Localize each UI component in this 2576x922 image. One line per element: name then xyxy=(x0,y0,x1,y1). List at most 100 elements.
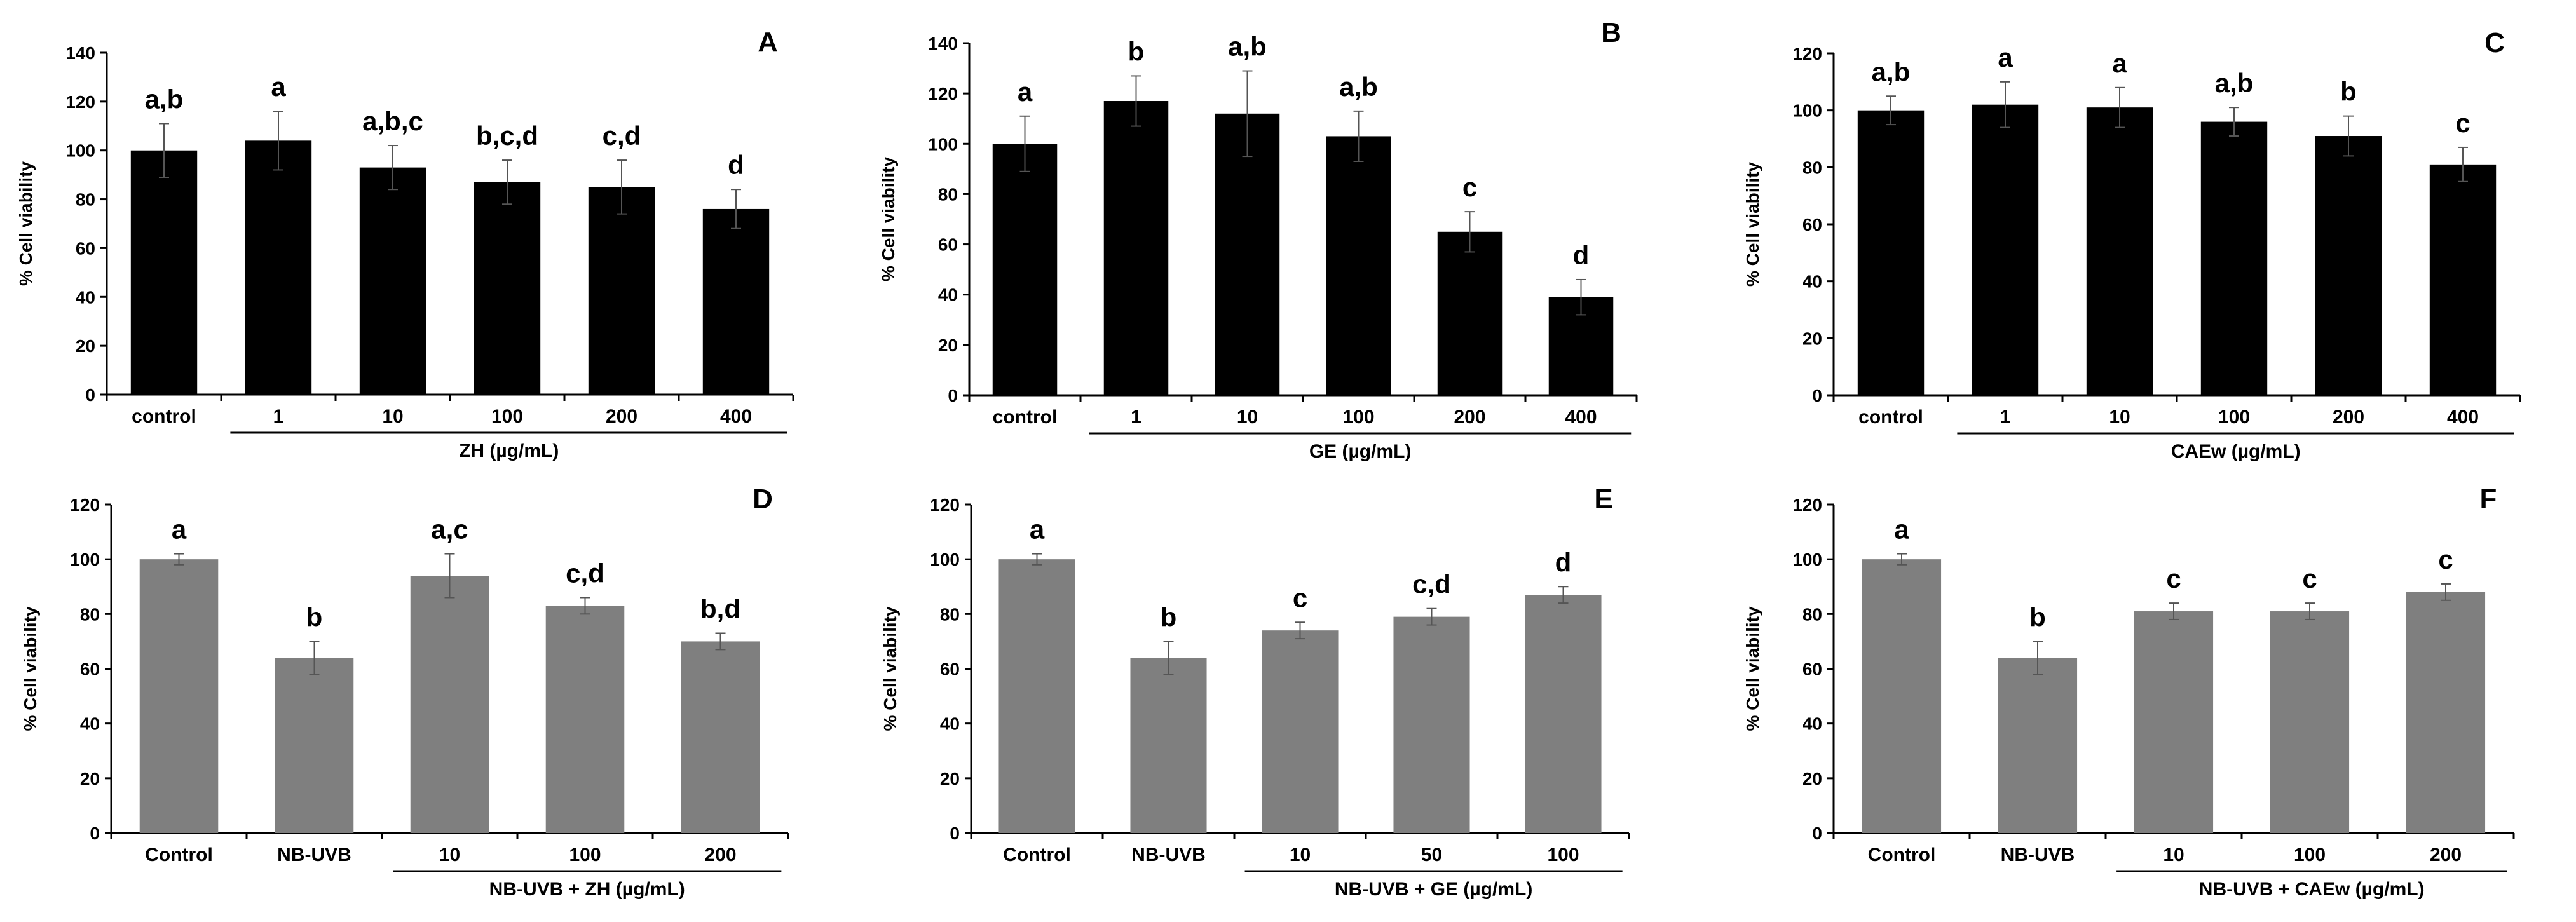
y-tick-label: 100 xyxy=(928,134,958,154)
significance-label: b xyxy=(2029,602,2046,632)
category-label: 10 xyxy=(1290,844,1311,865)
panel-letter: C xyxy=(2484,27,2505,58)
bar xyxy=(1998,658,2078,833)
category-label: 200 xyxy=(2333,407,2364,428)
significance-label: a xyxy=(1018,77,1033,107)
bar xyxy=(545,606,625,833)
category-label: NB-UVB xyxy=(2001,844,2075,865)
bar xyxy=(474,182,541,395)
x-axis-label: ZH (µg/mL) xyxy=(459,440,559,461)
y-tick-label: 20 xyxy=(938,336,958,355)
bar xyxy=(2200,121,2268,395)
bar xyxy=(2406,592,2486,833)
y-tick-label: 0 xyxy=(948,386,958,405)
bar xyxy=(1326,136,1391,395)
category-label: 10 xyxy=(1237,407,1258,428)
y-tick-label: 80 xyxy=(1803,604,1822,624)
y-tick-label: 40 xyxy=(938,285,958,305)
significance-label: a,b xyxy=(145,84,184,114)
significance-label: c xyxy=(1293,583,1307,613)
bar xyxy=(588,187,655,395)
category-label: Control xyxy=(145,844,213,865)
x-axis-label: NB-UVB + GE (µg/mL) xyxy=(1335,879,1532,900)
significance-label: b xyxy=(306,602,323,632)
x-axis-label: GE (µg/mL) xyxy=(1309,441,1412,462)
significance-label: a,c xyxy=(431,515,468,545)
bar xyxy=(139,559,219,833)
y-tick-label: 40 xyxy=(80,714,100,734)
category-label: NB-UVB xyxy=(277,844,351,865)
y-axis-label: % Cell viability xyxy=(1743,162,1762,287)
y-tick-label: 100 xyxy=(70,550,100,569)
bar xyxy=(1130,658,1207,833)
y-tick-label: 20 xyxy=(1803,329,1822,348)
y-tick-label: 100 xyxy=(65,141,95,161)
x-axis-label: CAEw (µg/mL) xyxy=(2171,441,2301,462)
y-tick-label: 40 xyxy=(940,714,960,734)
category-label: 100 xyxy=(569,844,601,865)
x-axis-label: NB-UVB + CAEw (µg/mL) xyxy=(2199,879,2425,900)
category-label: 100 xyxy=(491,406,523,427)
category-label: NB-UVB xyxy=(1131,844,1206,865)
bar xyxy=(2270,611,2350,833)
panel-letter: E xyxy=(1594,484,1612,515)
y-axis-label: % Cell viability xyxy=(20,606,40,731)
bar xyxy=(1393,616,1470,833)
significance-label: a,b xyxy=(1228,32,1267,62)
y-tick-label: 20 xyxy=(80,769,100,789)
y-tick-label: 140 xyxy=(928,34,958,53)
panel-letter: A xyxy=(758,27,778,58)
significance-label: b,d xyxy=(700,593,740,623)
y-tick-label: 60 xyxy=(940,660,960,679)
category-label: 200 xyxy=(2430,844,2462,865)
y-tick-label: 80 xyxy=(938,184,958,204)
panel-letter: D xyxy=(753,484,773,515)
y-tick-label: 60 xyxy=(80,660,100,679)
y-tick-label: 100 xyxy=(1792,101,1822,121)
significance-label: a xyxy=(1894,515,1909,545)
significance-label: b xyxy=(2340,77,2357,107)
bar xyxy=(2315,136,2382,395)
category-label: 100 xyxy=(2218,407,2250,428)
significance-label: a xyxy=(2112,48,2127,78)
x-axis-label: NB-UVB + ZH (µg/mL) xyxy=(489,879,685,900)
category-label: 10 xyxy=(382,406,403,427)
panel-E: 0 20 40 60 80 100 120 % Cell viability Ea Control… xyxy=(880,484,1630,900)
significance-label: c,d xyxy=(1412,569,1451,599)
significance-label: c xyxy=(2455,108,2470,138)
bar xyxy=(1215,113,1280,396)
significance-label: a,b,c xyxy=(362,106,423,136)
panel-A: 0 20 40 60 80 100 120 140 % Cell viability Aa,b co… xyxy=(16,27,794,461)
category-label: Control xyxy=(1868,844,1936,865)
bar xyxy=(998,559,1075,833)
category-label: 1 xyxy=(2000,407,2011,428)
y-tick-label: 20 xyxy=(1803,769,1822,789)
category-label: 200 xyxy=(606,406,637,427)
category-label: 50 xyxy=(1421,844,1442,865)
panel-C: 0 20 40 60 80 100 120 % Cell viability Ca,b contr… xyxy=(1743,27,2521,462)
y-tick-label: 140 xyxy=(65,43,95,63)
y-tick-label: 40 xyxy=(76,287,95,307)
significance-label: a xyxy=(1998,43,2013,72)
category-label: control xyxy=(132,406,196,427)
bar xyxy=(2086,107,2153,395)
significance-label: d xyxy=(1555,547,1572,577)
y-tick-label: 120 xyxy=(1792,44,1822,64)
category-label: 10 xyxy=(439,844,460,865)
y-tick-label: 60 xyxy=(1803,660,1822,679)
bar xyxy=(245,140,312,395)
significance-label: a,b xyxy=(1339,72,1378,102)
significance-label: b,c,d xyxy=(476,121,538,151)
y-tick-label: 60 xyxy=(76,238,95,258)
significance-label: c xyxy=(2438,545,2453,574)
y-axis-label: % Cell viability xyxy=(1743,606,1762,731)
panel-D: 0 20 40 60 80 100 120 % Cell viability Da Control… xyxy=(20,484,789,900)
y-tick-label: 0 xyxy=(1812,824,1822,843)
panel-letter: F xyxy=(2480,484,2497,515)
y-tick-label: 40 xyxy=(1803,714,1822,734)
category-label: control xyxy=(1858,407,1923,428)
bar xyxy=(1972,104,2039,395)
bar xyxy=(130,150,198,395)
bar xyxy=(1437,231,1503,395)
